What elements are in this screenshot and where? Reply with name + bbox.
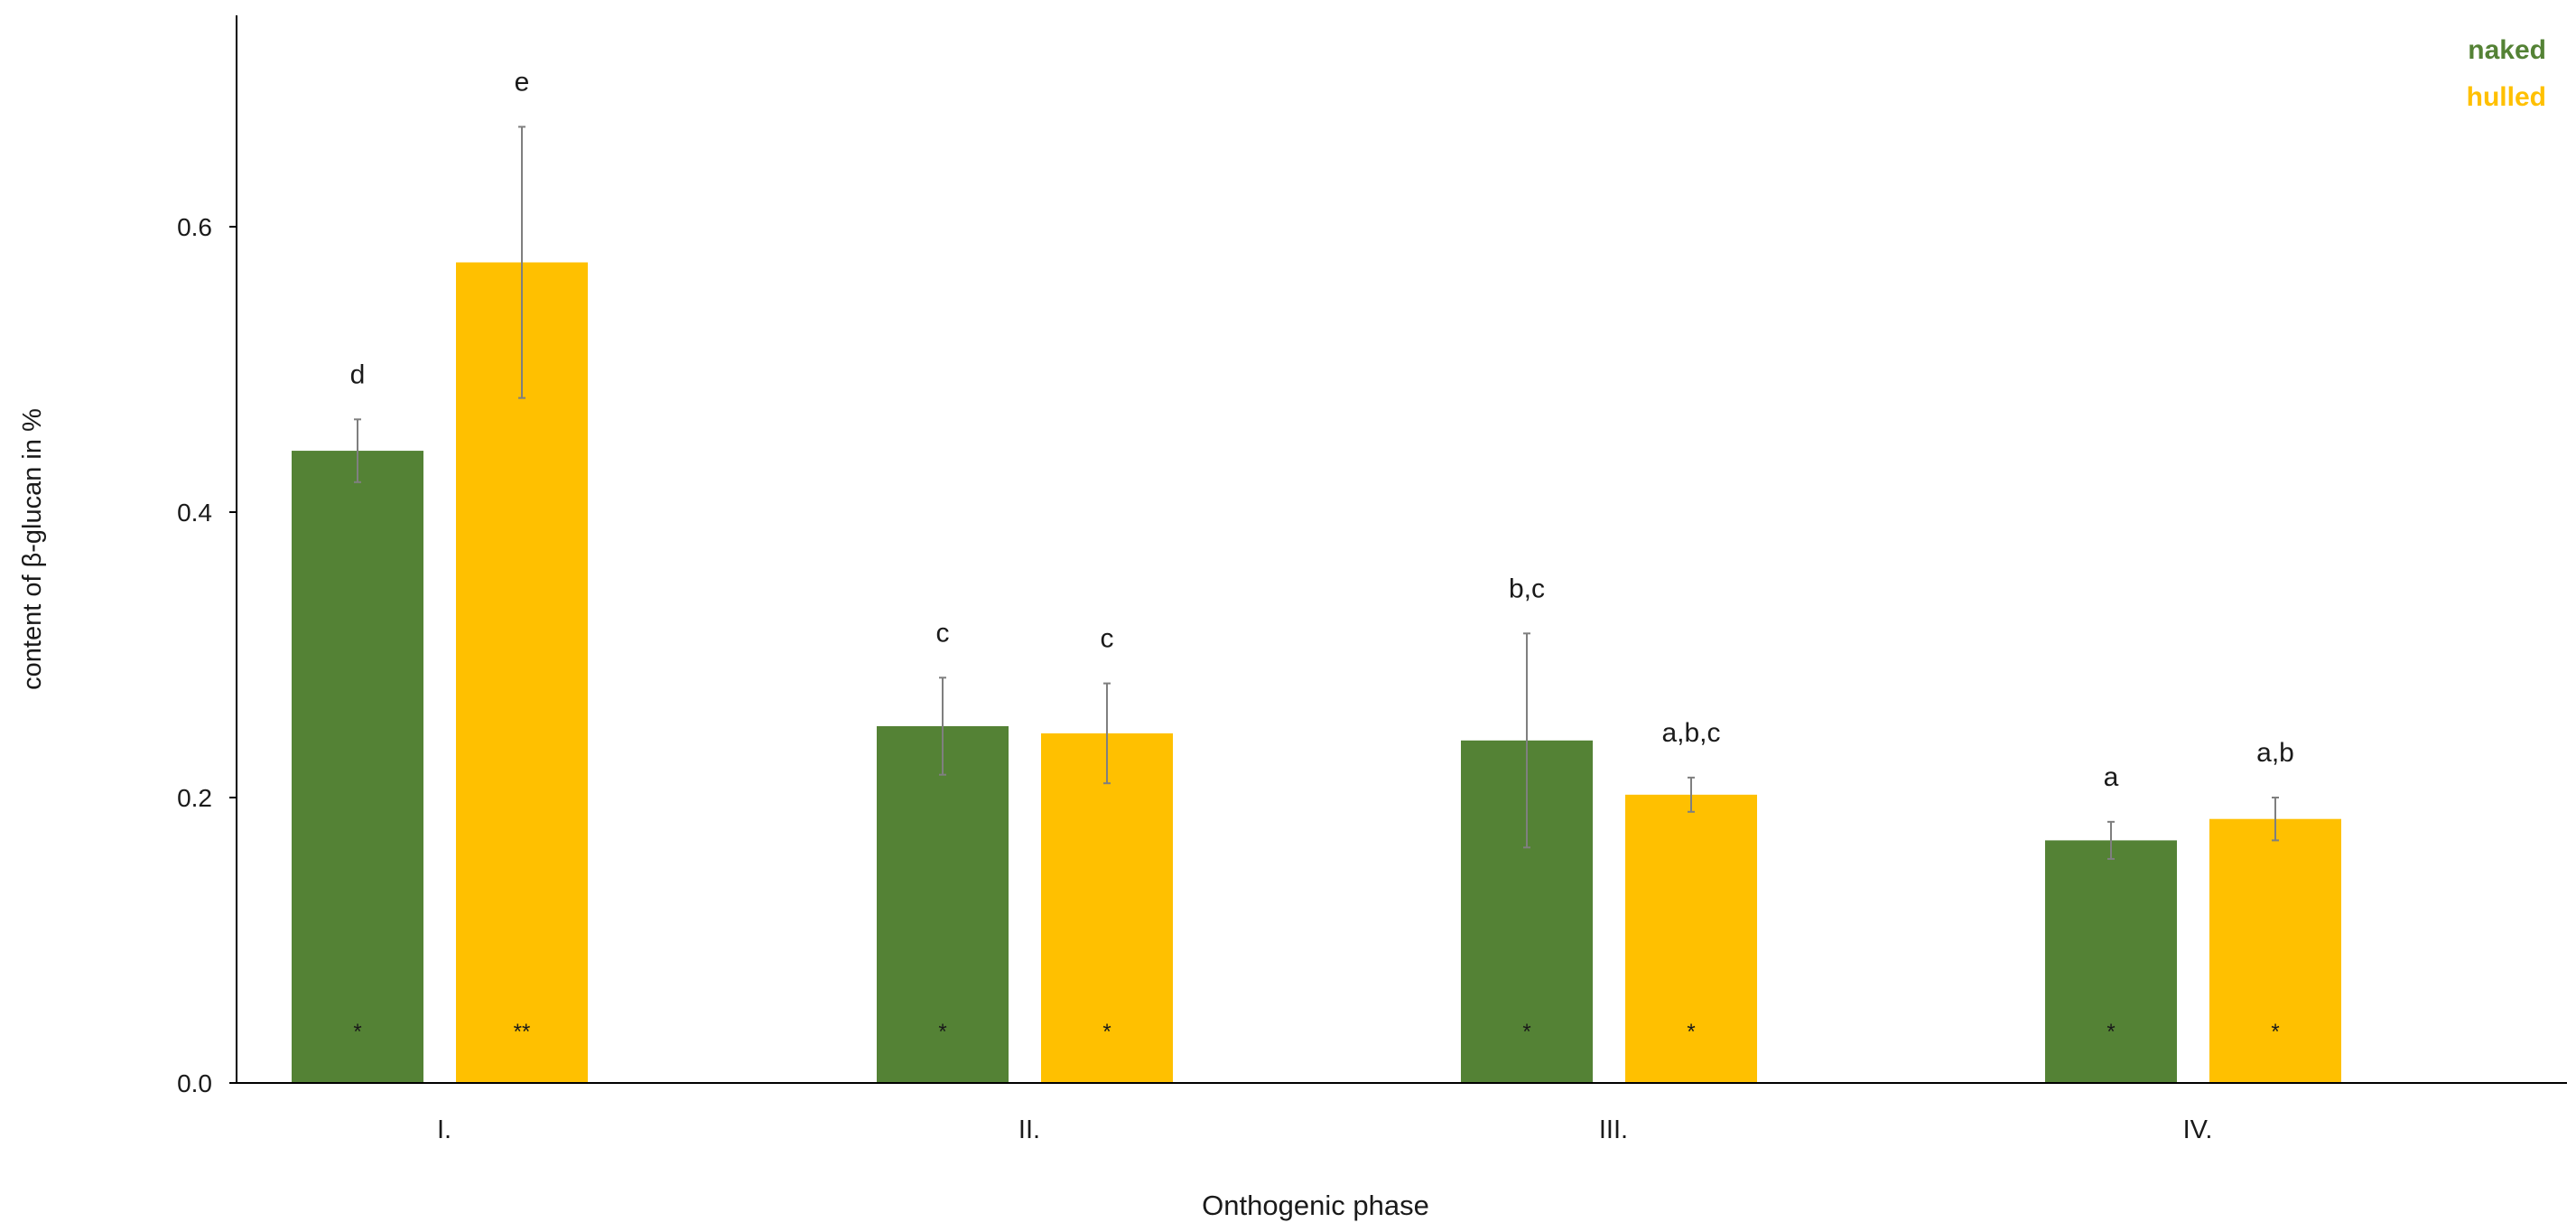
significance-letter-naked-1: c (936, 618, 950, 648)
legend-entry-naked: naked (2468, 35, 2546, 65)
bar-naked-0 (292, 451, 423, 1083)
bar-naked-1 (877, 726, 1009, 1083)
significance-letter-hulled-0: e (515, 67, 530, 97)
star-marker-naked-3: * (2106, 1020, 2115, 1044)
y-ticks: 0.0 0.2 0.4 0.6 (177, 213, 237, 1097)
significance-letter-naked-0: d (350, 359, 366, 389)
y-tick-label-2: 0.4 (177, 499, 212, 527)
bar-hulled-2 (1625, 794, 1757, 1083)
bar-hulled-1 (1041, 733, 1173, 1083)
bars-layer (292, 262, 2341, 1083)
significance-letter-naked-3: a (2104, 762, 2119, 792)
star-marker-naked-1: * (938, 1020, 946, 1044)
bar-naked-3 (2045, 840, 2177, 1083)
significance-letter-hulled-3: a,b (2256, 738, 2294, 768)
significance-letter-hulled-2: a,b,c (1661, 718, 1720, 748)
star-marker-hulled-0: ** (514, 1020, 531, 1044)
star-marker-hulled-1: * (1102, 1020, 1111, 1044)
x-tick-labels: I. II. III. IV. (437, 1115, 2212, 1144)
star-marker-hulled-2: * (1687, 1020, 1695, 1044)
significance-letter-hulled-1: c (1101, 624, 1114, 654)
y-tick-label-1: 0.2 (177, 784, 212, 812)
legend-entry-hulled: hulled (2467, 82, 2546, 112)
significance-letter-naked-2: b,c (1509, 574, 1545, 603)
star-marker-naked-2: * (1522, 1020, 1530, 1044)
bar-hulled-3 (2209, 818, 2341, 1083)
star-marker-naked-0: * (353, 1020, 361, 1044)
x-tick-label-0: I. (437, 1115, 451, 1144)
x-tick-label-3: IV. (2183, 1115, 2213, 1144)
bar-hulled-0 (456, 262, 588, 1083)
y-axis-title: content of β-glucan in % (18, 408, 47, 690)
annotations-layer: d * c * b,c * a * e ** c * a,b,c * a,b * (350, 67, 2294, 1044)
error-bars-layer (354, 126, 2279, 860)
y-tick-label-0: 0.0 (177, 1069, 212, 1097)
y-tick-label-3: 0.6 (177, 213, 212, 241)
legend: naked hulled (2467, 35, 2546, 112)
x-tick-label-2: III. (1599, 1115, 1628, 1144)
star-marker-hulled-3: * (2271, 1020, 2279, 1044)
x-axis-title: Onthogenic phase (1202, 1190, 1429, 1221)
x-tick-label-1: II. (1018, 1115, 1040, 1144)
